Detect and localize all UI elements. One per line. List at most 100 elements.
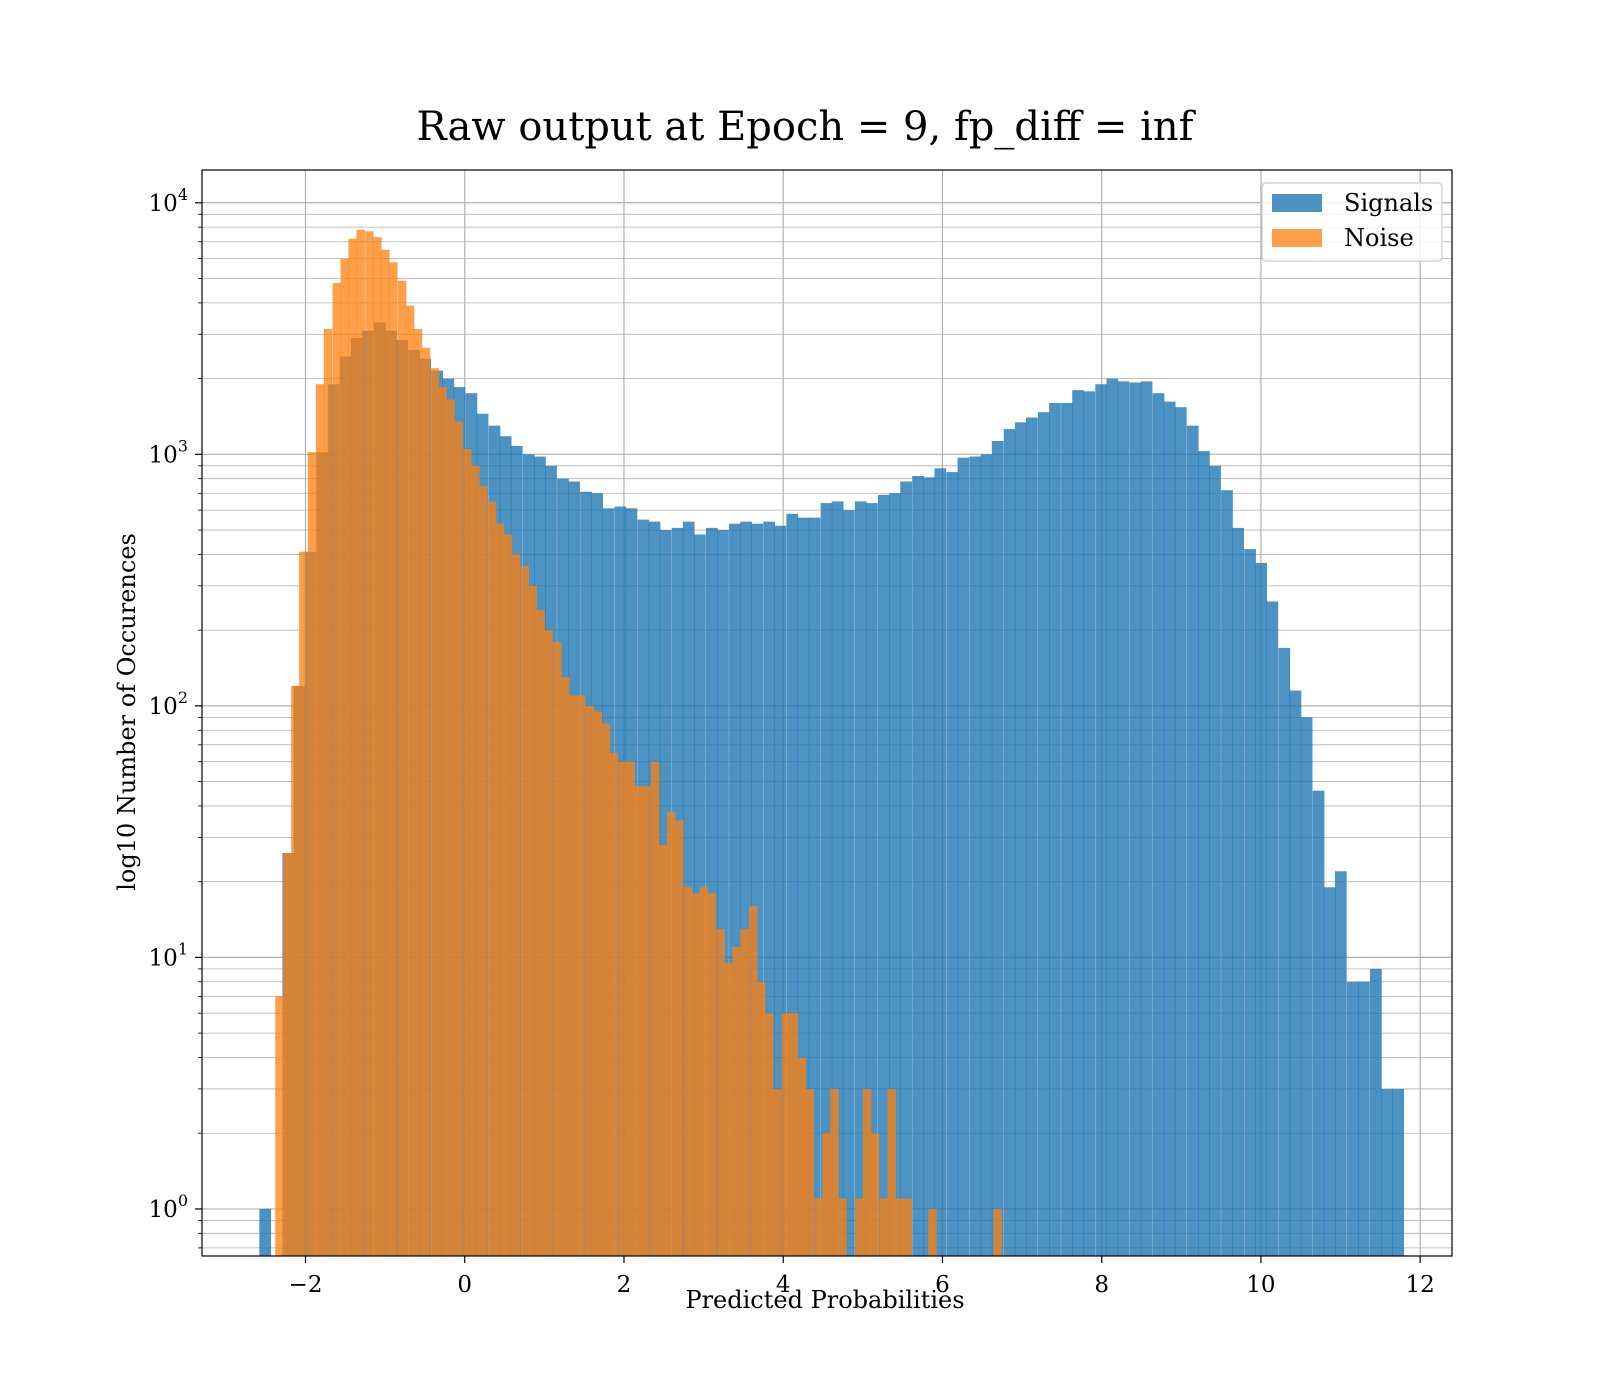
bar-noise (356, 229, 365, 1256)
bar-signals (1346, 981, 1359, 1256)
bar-signals (808, 517, 821, 1256)
y-tick-label: 104 (149, 185, 188, 217)
bar-noise (674, 820, 684, 1256)
bar-noise (830, 1088, 839, 1256)
y-axis-label: log10 Number of Occurences (113, 533, 141, 891)
bar-signals (1278, 647, 1291, 1256)
bar-signals (1003, 429, 1016, 1256)
bar-signals (1174, 407, 1187, 1257)
bar-noise (822, 1133, 831, 1256)
bar-noise (772, 1088, 782, 1256)
bar-noise (421, 347, 431, 1257)
bar-noise (332, 282, 342, 1256)
x-tick-label: 4 (776, 1272, 791, 1298)
series-noise (275, 229, 1002, 1257)
bar-signals (1198, 451, 1210, 1256)
y-tick-label: 103 (149, 436, 188, 468)
bar-noise (740, 928, 749, 1256)
bar-noise (691, 893, 701, 1256)
x-tick-label: 2 (617, 1272, 632, 1298)
bar-signals (1209, 465, 1221, 1257)
bar-signals (797, 517, 810, 1256)
y-tick-label: 100 (149, 1191, 188, 1223)
bar-noise (634, 786, 643, 1256)
bar-signals (831, 501, 844, 1257)
x-axis-ticks: −2 0 2 4 6 8 10 12 (289, 1256, 1435, 1298)
bar-noise (756, 981, 766, 1256)
bar-noise (797, 1057, 807, 1256)
bar-noise (446, 399, 455, 1256)
bar-noise (561, 677, 570, 1256)
bar-signals (854, 501, 867, 1257)
y-tick-label: 102 (149, 688, 188, 720)
bar-signals (946, 472, 959, 1256)
bar-signals (1392, 1088, 1405, 1256)
bar-noise (405, 305, 415, 1256)
plot-frame (201, 169, 1453, 1257)
bar-noise (487, 501, 497, 1257)
bar-signals (1244, 549, 1256, 1256)
chart-title: Raw output at Epoch = 9, fp_diff = inf (417, 104, 1197, 150)
bar-signals (1117, 381, 1130, 1257)
bar-noise (577, 695, 586, 1256)
bar-noise (789, 1013, 799, 1256)
bar-noise (520, 565, 529, 1256)
bar-noise (870, 1133, 880, 1256)
bar-signals (1312, 790, 1325, 1256)
bar-noise (569, 695, 578, 1256)
bar-noise (683, 887, 693, 1256)
bar-noise (593, 711, 603, 1256)
bar-signals (912, 476, 924, 1256)
y-tick-label: 101 (149, 939, 188, 971)
bar-signals (1072, 390, 1084, 1256)
bar-noise (838, 1198, 847, 1256)
bar-noise (471, 465, 480, 1257)
bar-signals (1334, 871, 1347, 1256)
bar-noise (895, 1198, 904, 1256)
bar-noise (275, 996, 284, 1256)
x-tick-label: 10 (1246, 1272, 1275, 1298)
bar-signals (1129, 382, 1142, 1257)
bar-noise (879, 1198, 889, 1256)
bar-noise (430, 368, 439, 1256)
bar-noise (340, 258, 349, 1257)
bar-noise (716, 928, 725, 1256)
bar-signals (1026, 417, 1038, 1256)
x-tick-label: −2 (289, 1272, 323, 1298)
x-axis-label: Predicted Probabilities (685, 1286, 964, 1314)
x-tick-label: 8 (1094, 1272, 1109, 1298)
bar-noise (903, 1198, 912, 1256)
bar-noise (315, 384, 325, 1256)
bar-signals (705, 527, 718, 1256)
bar-signals (786, 513, 799, 1256)
bar-noise (748, 906, 758, 1256)
bar-noise (299, 551, 308, 1256)
bar-noise (373, 237, 382, 1256)
bar-signals (751, 523, 764, 1256)
bar-noise (544, 630, 553, 1256)
bar-signals (1061, 402, 1073, 1256)
bar-signals (763, 521, 776, 1256)
bar-noise (454, 421, 463, 1257)
bar-noise (699, 887, 709, 1256)
legend: Signals Noise (1261, 182, 1443, 262)
bar-signals (1152, 393, 1165, 1256)
bar-noise (928, 1208, 937, 1256)
histogram-bars (259, 229, 1405, 1257)
bar-noise (993, 1208, 1002, 1256)
bar-signals (957, 457, 970, 1257)
bar-signals (1358, 981, 1370, 1256)
bar-noise (626, 761, 635, 1256)
bar-noise (348, 238, 357, 1257)
bar-noise (528, 585, 537, 1256)
bar-noise (553, 641, 562, 1256)
x-tick-label: 12 (1406, 1272, 1435, 1298)
bar-noise (397, 280, 407, 1257)
bar-signals (774, 525, 787, 1256)
bar-noise (724, 963, 733, 1256)
bar-signals (820, 503, 833, 1257)
bar-noise (291, 685, 300, 1256)
bar-signals (1014, 422, 1027, 1256)
bar-noise (536, 610, 545, 1256)
